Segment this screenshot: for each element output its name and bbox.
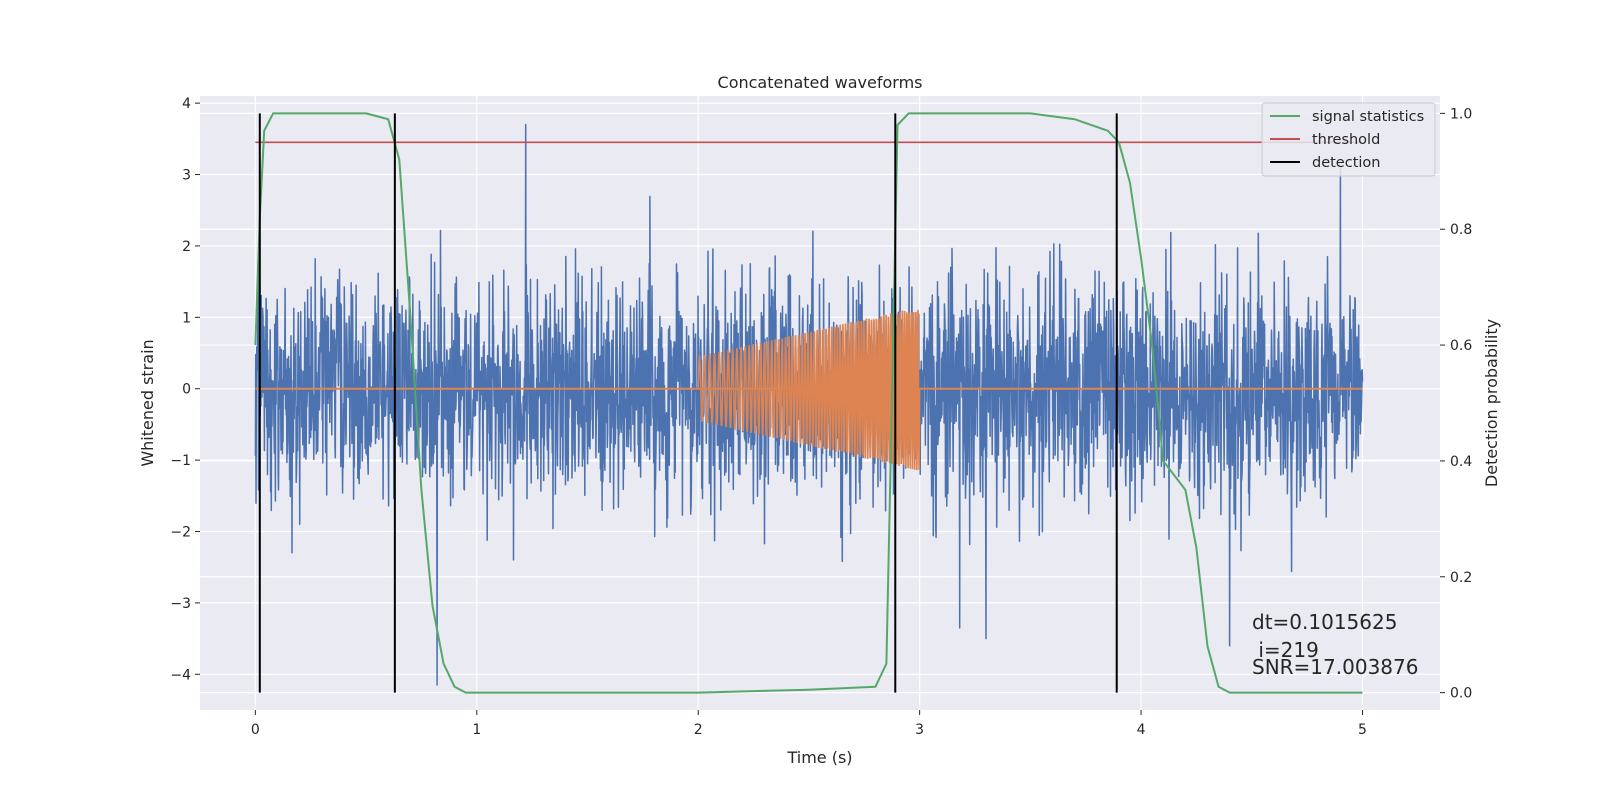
y-tick-label: 3 xyxy=(182,168,191,184)
y-tick-label: 0 xyxy=(182,382,191,398)
chart-title: Concatenated waveforms xyxy=(718,73,923,92)
annotation-dt: dt=0.1015625 xyxy=(1252,610,1397,634)
y-axis-label: Whitened strain xyxy=(138,339,157,466)
y2-tick-label: 0.8 xyxy=(1450,222,1472,238)
y2-tick-label: 0.2 xyxy=(1450,570,1472,586)
legend: signal statistics threshold detection xyxy=(1261,102,1436,177)
x-tick-label: 0 xyxy=(251,722,260,738)
injection-chirp xyxy=(697,309,921,471)
x-axis-label: Time (s) xyxy=(786,748,852,767)
signal-statistics-line xyxy=(254,112,1363,694)
y-tick-label: 2 xyxy=(182,239,191,255)
y2-tick-label: 0.0 xyxy=(1450,686,1472,702)
x-tick-label: 2 xyxy=(694,722,703,738)
x-tick-label: 5 xyxy=(1358,722,1367,738)
x-tick-label: 3 xyxy=(915,722,924,738)
y-tick-label: 1 xyxy=(182,310,191,326)
y2-tick-label: 1.0 xyxy=(1450,106,1472,122)
legend-box xyxy=(1261,102,1436,177)
series-layer xyxy=(254,112,1364,694)
y-tick-label: 4 xyxy=(182,96,191,112)
axes-layer: 0 1 2 3 4 5 −4 −3 −2 −1 0 1 2 3 4 0.0 0.2 0.4 0.6 0.8 1.0 xyxy=(170,96,1472,738)
legend-label-threshold: threshold xyxy=(1312,132,1380,148)
y-tick-label: −3 xyxy=(170,596,191,612)
y-tick-label: −1 xyxy=(170,453,191,469)
x-tick-label: 1 xyxy=(472,722,481,738)
annotation-index: i=219 xyxy=(1252,638,1319,662)
x-tick-label: 4 xyxy=(1137,722,1146,738)
y2-axis-label: Detection probability xyxy=(1482,319,1501,487)
y2-tick-label: 0.4 xyxy=(1450,454,1472,470)
y2-tick-label: 0.6 xyxy=(1450,338,1472,354)
legend-label-detection: detection xyxy=(1312,155,1380,171)
y-tick-label: −4 xyxy=(170,667,191,683)
annotation-snr: SNR=17.003876 xyxy=(1252,655,1418,679)
annotation-block: dt=0.1015625 i=219 SNR=17.003876 xyxy=(1252,610,1418,679)
y-tick-label: −2 xyxy=(170,525,191,541)
legend-label-signal-statistics: signal statistics xyxy=(1312,109,1424,125)
